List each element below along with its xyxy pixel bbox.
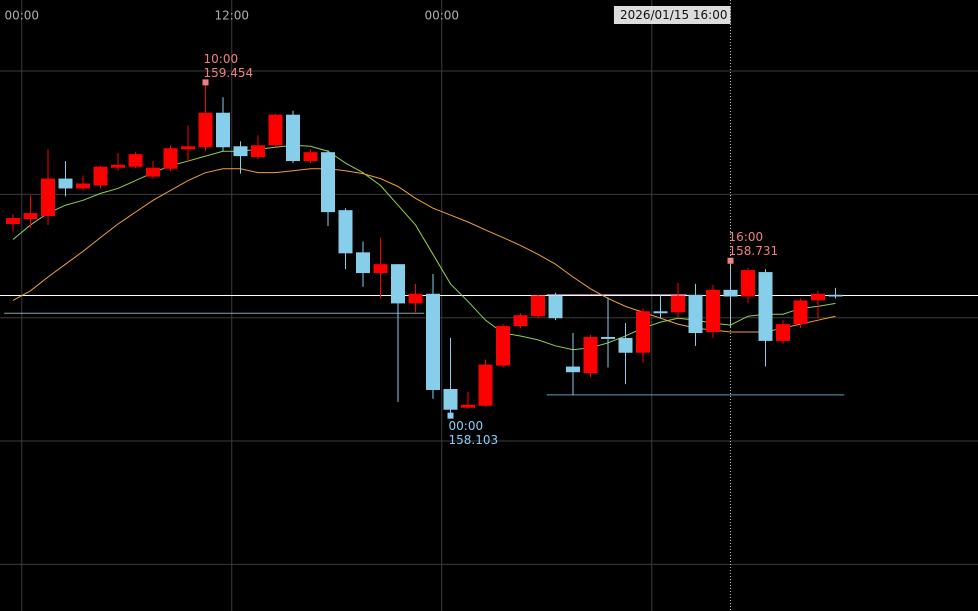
candle-body <box>513 315 528 327</box>
candle-body <box>828 294 843 297</box>
annotation-value: 159.454 <box>204 66 254 80</box>
candle-body <box>41 178 55 217</box>
candle-body <box>321 152 335 213</box>
candle-body <box>671 295 685 313</box>
crosshair-label-box <box>613 6 731 24</box>
candle-body <box>496 326 510 366</box>
candle-body <box>233 146 248 157</box>
candle-body <box>163 148 178 169</box>
candle-body <box>583 336 598 374</box>
extreme-marker <box>447 412 454 419</box>
annotation-time: 00:00 <box>449 419 484 433</box>
candle-body <box>111 164 125 168</box>
candle-body <box>723 289 738 297</box>
annotation-value: 158.103 <box>449 433 499 447</box>
candle-body <box>566 366 580 373</box>
candle-body <box>478 364 493 406</box>
candle-body <box>408 293 423 304</box>
candle-body <box>216 112 230 148</box>
candle-body <box>76 183 90 189</box>
x-tick-label: 12:00 <box>214 9 249 23</box>
candle-body <box>93 166 108 186</box>
candle-body <box>391 264 405 304</box>
candle-body <box>146 167 160 177</box>
candle-body <box>128 154 143 167</box>
candle-body <box>793 300 808 325</box>
candle-body <box>601 336 615 339</box>
x-tick-label: 00:00 <box>424 9 459 23</box>
candle-body <box>618 337 633 353</box>
candle-body <box>461 404 475 408</box>
candle-body <box>776 324 790 341</box>
candle-body <box>811 293 825 301</box>
annotation-value: 158.731 <box>729 244 779 258</box>
annotation-time: 10:00 <box>204 52 239 66</box>
candle-body <box>706 289 720 333</box>
extreme-marker <box>727 257 734 264</box>
candle-body <box>636 311 650 353</box>
candle-body <box>181 146 195 150</box>
candle-body <box>6 218 20 224</box>
candle-body <box>373 264 388 274</box>
candle-body <box>338 210 353 254</box>
candle-body <box>426 293 440 390</box>
candle-body <box>531 295 545 317</box>
x-tick-label: 00:00 <box>4 9 39 23</box>
extreme-marker <box>202 79 209 86</box>
candle-body <box>356 252 370 274</box>
candle-body <box>286 114 300 162</box>
candle-body <box>688 294 703 334</box>
candle-body <box>653 311 668 314</box>
candle-body <box>443 388 458 410</box>
candle-body <box>548 295 563 319</box>
candle-body <box>251 145 265 158</box>
annotation-time: 16:00 <box>729 230 764 244</box>
candle-body <box>741 270 755 297</box>
candle-body <box>23 213 38 220</box>
candle-body <box>268 114 283 146</box>
candle-body <box>198 112 213 148</box>
crosshair-label: 2026/01/15 16:00 <box>620 8 728 22</box>
candle-body <box>303 152 318 162</box>
candle-body <box>758 272 773 341</box>
candle-body <box>58 178 73 189</box>
